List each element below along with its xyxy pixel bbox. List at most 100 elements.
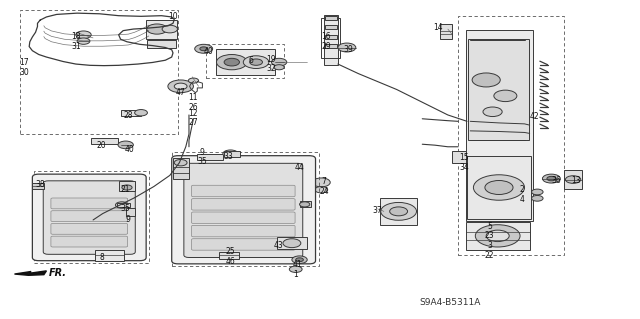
Bar — [321, 18, 340, 58]
Circle shape — [532, 196, 543, 201]
Circle shape — [283, 239, 301, 248]
Bar — [325, 44, 337, 48]
Circle shape — [122, 185, 132, 190]
Bar — [219, 252, 239, 259]
Text: 2
4: 2 4 — [520, 185, 524, 204]
Circle shape — [296, 258, 303, 262]
Circle shape — [271, 58, 287, 66]
FancyBboxPatch shape — [51, 198, 127, 209]
Text: 1: 1 — [293, 271, 298, 279]
Text: 42: 42 — [529, 112, 539, 121]
Circle shape — [476, 225, 520, 247]
Text: 18
31: 18 31 — [71, 33, 81, 51]
Text: 8: 8 — [99, 253, 104, 262]
Circle shape — [243, 56, 269, 69]
Bar — [325, 16, 337, 19]
Bar — [466, 221, 530, 250]
Bar — [467, 156, 531, 219]
Circle shape — [224, 58, 239, 66]
FancyBboxPatch shape — [191, 199, 295, 210]
Circle shape — [200, 47, 207, 51]
Text: 5
23: 5 23 — [484, 222, 494, 241]
Bar — [33, 183, 44, 189]
Text: 11
26: 11 26 — [189, 93, 198, 112]
Text: 6: 6 — [248, 56, 253, 65]
Bar — [120, 110, 141, 115]
Text: FR.: FR. — [49, 268, 67, 278]
Text: 19
32: 19 32 — [266, 55, 276, 73]
FancyBboxPatch shape — [191, 225, 295, 237]
FancyBboxPatch shape — [44, 181, 135, 254]
Bar — [440, 24, 452, 39]
Text: 14: 14 — [433, 23, 443, 32]
Circle shape — [292, 256, 307, 263]
Circle shape — [289, 266, 302, 272]
Bar — [289, 162, 315, 172]
Circle shape — [474, 175, 525, 200]
Bar — [206, 44, 284, 78]
Circle shape — [188, 78, 198, 83]
Circle shape — [250, 59, 262, 65]
Circle shape — [315, 187, 328, 193]
Text: 47: 47 — [176, 88, 186, 97]
Bar — [468, 39, 529, 140]
Bar — [452, 151, 466, 163]
Text: 44: 44 — [294, 163, 305, 172]
Text: 13: 13 — [571, 176, 580, 185]
Bar — [34, 171, 148, 263]
Text: 39: 39 — [344, 45, 354, 54]
Circle shape — [494, 90, 517, 101]
Bar — [95, 250, 124, 261]
Circle shape — [483, 107, 502, 116]
Circle shape — [174, 83, 187, 90]
Text: 33: 33 — [223, 152, 233, 161]
Circle shape — [543, 174, 561, 183]
Circle shape — [532, 189, 543, 195]
Circle shape — [547, 176, 556, 181]
Text: 35: 35 — [120, 204, 130, 213]
Text: 10: 10 — [168, 12, 178, 21]
Bar — [300, 202, 311, 207]
Text: 25
46: 25 46 — [226, 247, 236, 266]
Circle shape — [486, 230, 509, 241]
Bar — [216, 49, 275, 75]
Circle shape — [390, 207, 408, 216]
Bar — [564, 170, 582, 189]
Circle shape — [312, 178, 330, 187]
FancyBboxPatch shape — [172, 156, 316, 264]
Bar — [91, 138, 118, 144]
Text: 9
35: 9 35 — [198, 148, 207, 166]
FancyBboxPatch shape — [184, 163, 303, 257]
Bar — [458, 16, 564, 255]
Circle shape — [77, 38, 90, 44]
FancyBboxPatch shape — [191, 185, 295, 197]
Circle shape — [162, 25, 177, 33]
Text: 40: 40 — [204, 47, 213, 56]
FancyBboxPatch shape — [51, 223, 127, 234]
Circle shape — [472, 73, 500, 87]
Bar — [20, 10, 178, 134]
Circle shape — [338, 43, 356, 52]
Text: 9: 9 — [126, 215, 131, 225]
Circle shape — [118, 141, 133, 149]
Bar — [172, 152, 319, 266]
Text: 40: 40 — [125, 145, 134, 154]
Text: 41: 41 — [292, 260, 302, 269]
Circle shape — [216, 55, 247, 70]
FancyBboxPatch shape — [33, 174, 146, 261]
Text: S9A4-B5311A: S9A4-B5311A — [419, 298, 481, 307]
Text: 37: 37 — [372, 206, 383, 215]
FancyBboxPatch shape — [51, 211, 127, 221]
Circle shape — [300, 202, 310, 207]
Text: 36: 36 — [552, 176, 561, 185]
Circle shape — [147, 24, 167, 34]
Polygon shape — [15, 271, 47, 275]
Bar — [173, 158, 189, 179]
Circle shape — [294, 163, 310, 171]
Bar — [324, 15, 338, 65]
Bar — [325, 35, 337, 39]
Bar — [325, 25, 337, 29]
Bar — [197, 154, 223, 160]
Circle shape — [566, 176, 580, 183]
Circle shape — [168, 80, 193, 93]
